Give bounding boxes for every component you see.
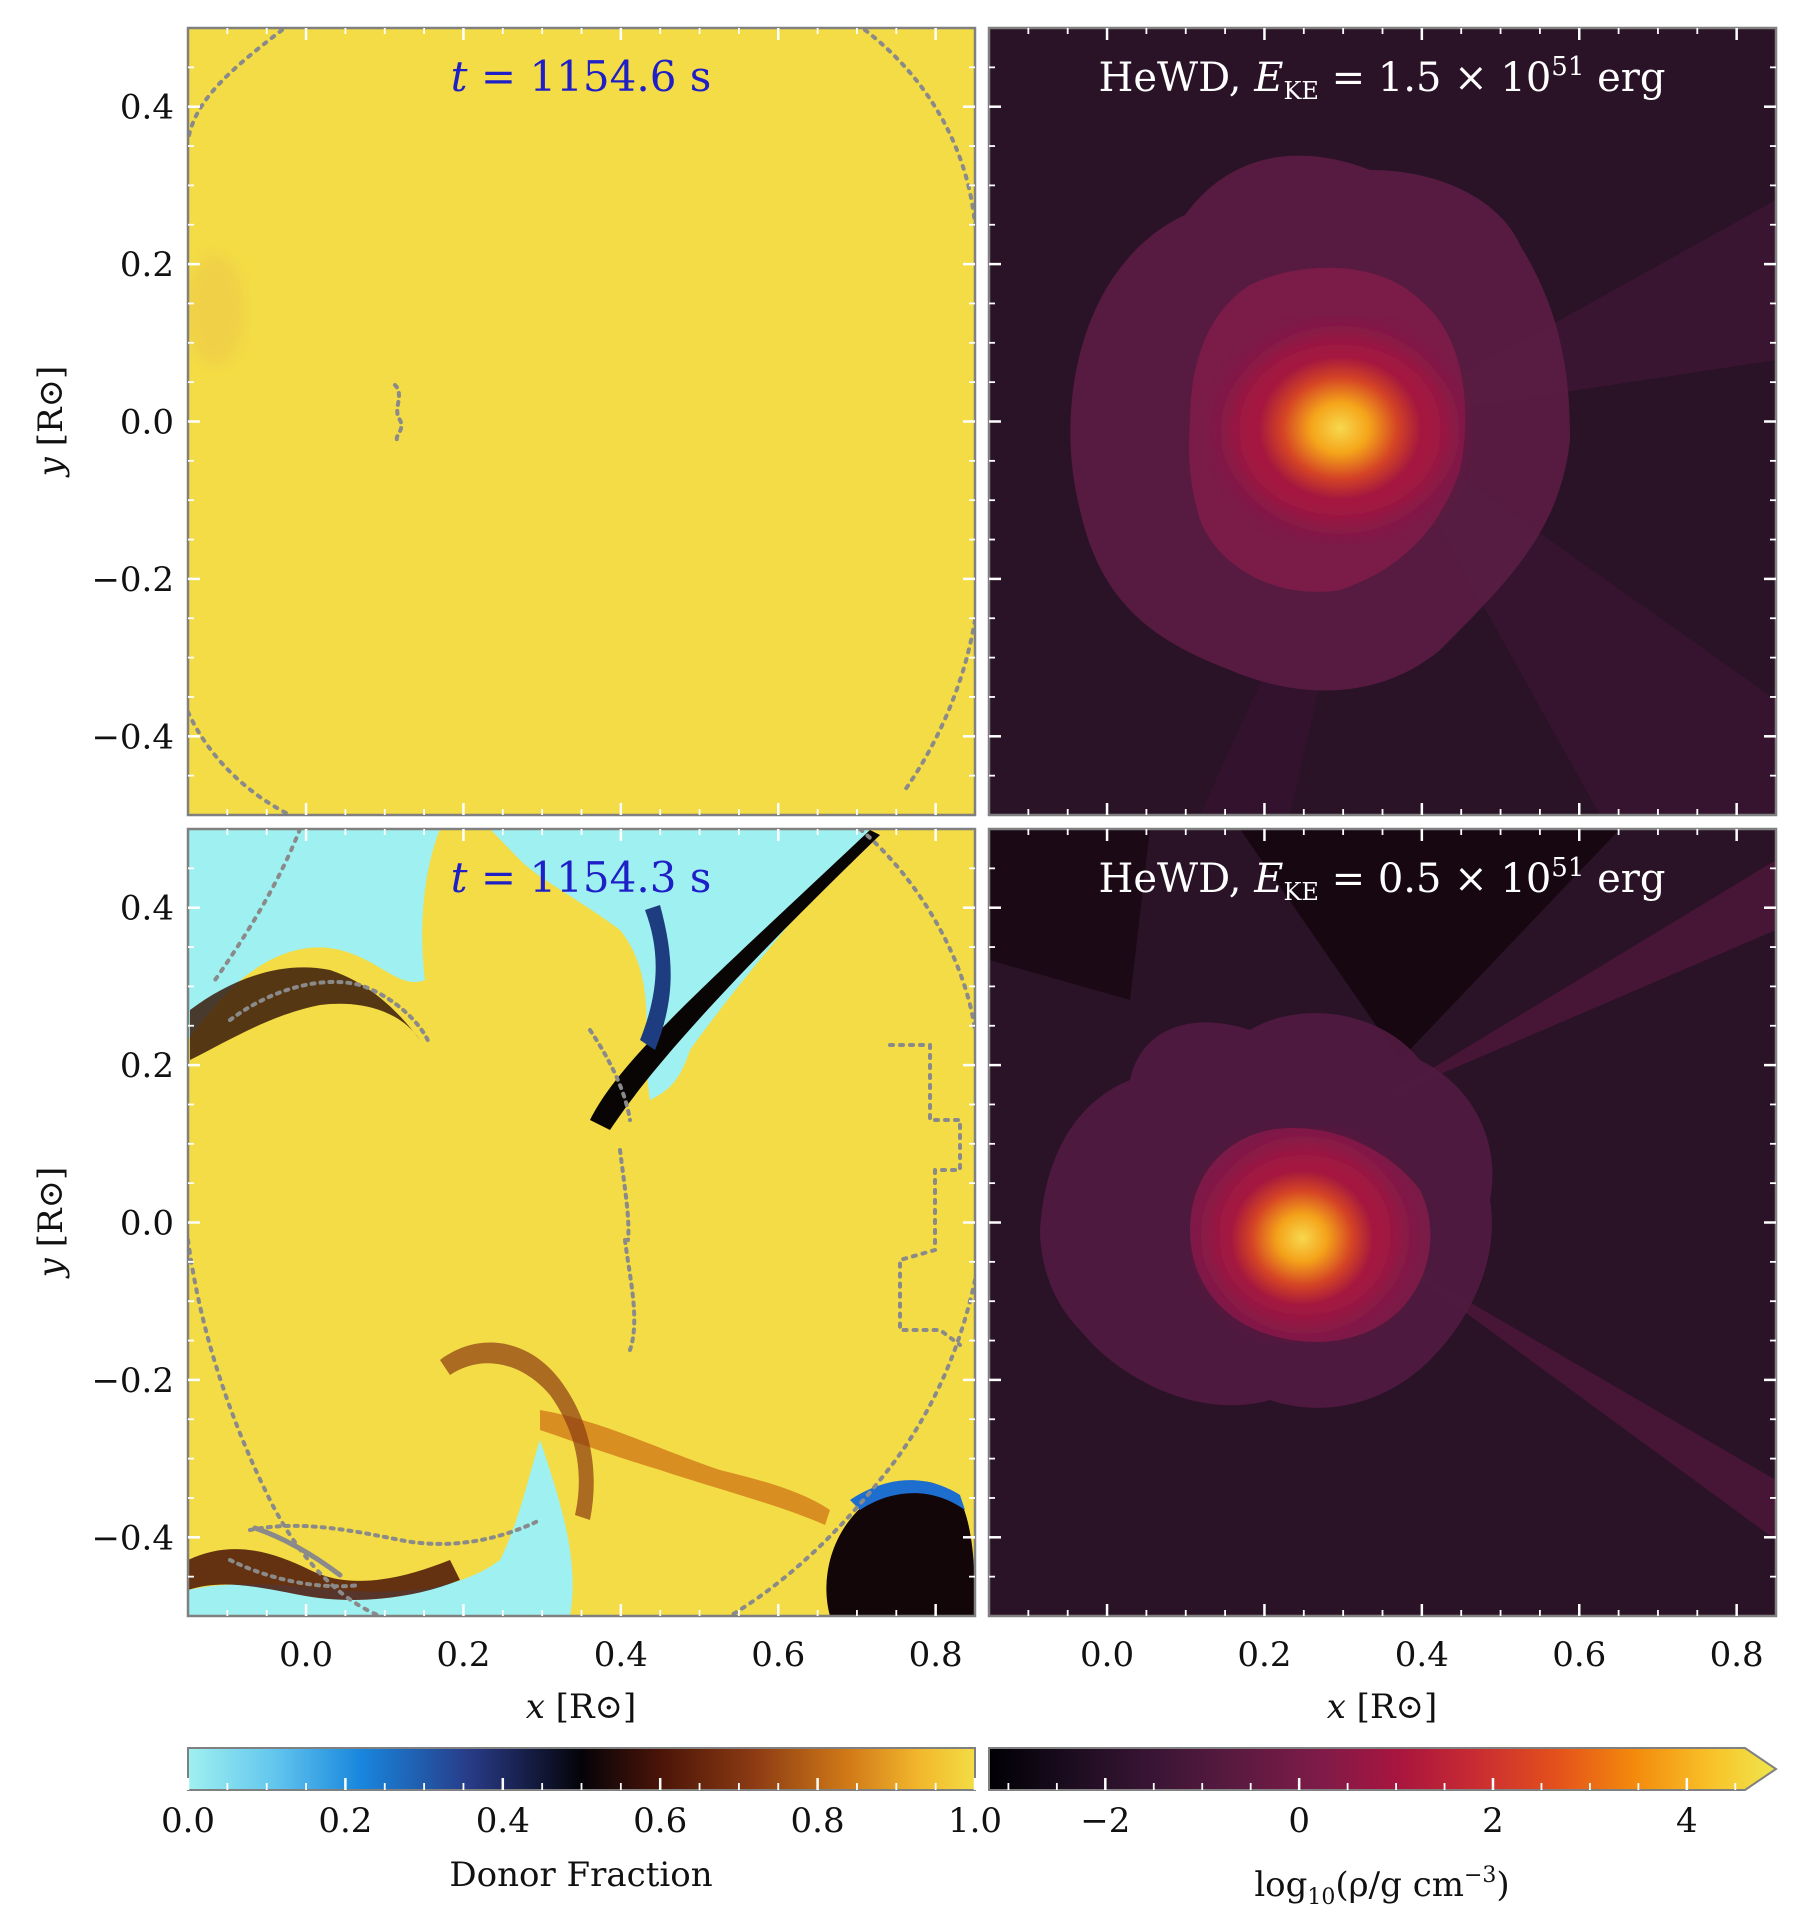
annotation-energy-top: HeWD, EKE = 1.5 × 1051 erg <box>1098 52 1665 105</box>
density-void-bottom-1 <box>1240 829 1620 1060</box>
x-tick-label-bottom-left-0: 0.0 <box>279 1635 333 1675</box>
density-core-bottom <box>1230 1170 1374 1306</box>
x-tick-label-bottom-left-3: 0.6 <box>751 1635 805 1675</box>
colorbar-density-label: log10(ρ/g cm−3) <box>1254 1863 1509 1910</box>
density-void-bottom-2 <box>989 829 1150 1000</box>
y-tick-label-top-left-2: 0.0 <box>120 403 174 443</box>
donor-mix-filament-2 <box>590 830 880 1130</box>
annotation-time-bottom: t = 1154.3 s <box>451 853 712 902</box>
x-tick-label-bottom-right-4: 0.8 <box>1710 1635 1764 1675</box>
donor-field-top-shade <box>188 255 245 365</box>
y-tick-label-top-left-0: −0.4 <box>91 717 174 757</box>
contour-bottom-inner-1 <box>228 980 632 1122</box>
x-tick-label-bottom-right-0: 0.0 <box>1080 1635 1134 1675</box>
x-tick-label-bottom-left-2: 0.4 <box>594 1635 648 1675</box>
panel-bottom-left-donor <box>188 829 975 1616</box>
contour-bottom-outer <box>188 829 975 1616</box>
y-tick-label-bottom-left-1: −0.2 <box>91 1361 174 1401</box>
y-tick-label-bottom-left-3: 0.2 <box>120 1046 174 1086</box>
colorbar-tick-label-0-2: 0.4 <box>476 1801 530 1841</box>
x-tick-label-bottom-right-1: 0.2 <box>1237 1635 1291 1675</box>
colorbar-tick-label-0-5: 1.0 <box>948 1801 1002 1841</box>
colorbar-tick-label-0-0: 0.0 <box>161 1801 215 1841</box>
y-tick-label-bottom-left-2: 0.0 <box>120 1204 174 1244</box>
contour-bottom-star <box>888 1043 962 1347</box>
contour-bottom-inner-3 <box>618 1148 637 1352</box>
contour-top-outer <box>188 28 975 815</box>
density-streak-bottom-1 <box>1380 860 1776 1100</box>
colorbar-tick-label-0-1: 0.2 <box>318 1801 372 1841</box>
colorbar-tick-label-1-3: 4 <box>1676 1801 1698 1841</box>
x-tick-label-bottom-left-1: 0.2 <box>436 1635 490 1675</box>
donor-low-region-upper-right <box>490 829 870 1100</box>
donor-low-region-bottom <box>188 1440 573 1616</box>
density-core-top <box>1258 356 1422 500</box>
y-tick-label-bottom-left-4: 0.4 <box>120 889 174 929</box>
donor-mix-arc-lower-left <box>440 1342 594 1520</box>
y-axis-label-top: y [R⊙] <box>31 366 71 479</box>
donor-field-top <box>188 28 975 815</box>
panel-top-right-density <box>989 28 1776 815</box>
x-tick-label-bottom-left-4: 0.8 <box>909 1635 963 1675</box>
contour-top-inner <box>393 383 404 442</box>
panel-bottom-right-density <box>989 829 1776 1616</box>
colorbar-tick-label-0-4: 0.8 <box>791 1801 845 1841</box>
contour-bottom-solid <box>252 1525 343 1578</box>
x-axis-label-right: x [R⊙] <box>1327 1687 1438 1727</box>
density-streak-bottom-2 <box>1380 1250 1776 1540</box>
donor-mix-region-bottom-left <box>188 1549 460 1600</box>
annotation-time-top: t = 1154.6 s <box>451 52 712 101</box>
y-axis-label-bottom: y [R⊙] <box>31 1167 71 1280</box>
y-tick-label-bottom-left-0: −0.4 <box>91 1518 174 1558</box>
y-tick-label-top-left-1: −0.2 <box>91 560 174 600</box>
y-tick-label-top-left-4: 0.4 <box>120 88 174 128</box>
x-axis-label-left: x [R⊙] <box>526 1687 637 1727</box>
x-tick-label-bottom-right-2: 0.4 <box>1395 1635 1449 1675</box>
colorbar-donor-label: Donor Fraction <box>449 1855 712 1895</box>
colorbar-ticks-layer: 0.0 0.2 0.4 0.6 0.8 1.0 −2 0 2 4 <box>161 1778 1737 1841</box>
colorbar-tick-label-1-0: −2 <box>1080 1801 1130 1841</box>
y-tick-label-top-left-3: 0.2 <box>120 245 174 285</box>
donor-mix-region-bottom-right <box>826 1481 975 1616</box>
contour-bottom-inner-2 <box>228 1518 542 1589</box>
colorbar-tick-label-1-1: 0 <box>1288 1801 1310 1841</box>
x-tick-label-bottom-right-3: 0.6 <box>1552 1635 1606 1675</box>
donor-mix-region-bottom-right-edge <box>850 1480 965 1510</box>
donor-mix-streak-lower <box>540 1410 830 1525</box>
axes-layer: −0.4 −0.2 0.0 0.2 0.4 −0.4 −0.2 0.0 0.2 0.4 0.0 0.2… <box>91 28 1776 1675</box>
donor-mix-filament-1 <box>190 967 420 1060</box>
colorbar-tick-label-0-3: 0.6 <box>633 1801 687 1841</box>
panel-top-left-donor <box>188 28 975 815</box>
annotation-energy-bottom: HeWD, EKE = 0.5 × 1051 erg <box>1098 853 1665 906</box>
colorbar-density <box>988 1747 1778 1791</box>
colorbar-tick-label-1-2: 2 <box>1482 1801 1504 1841</box>
donor-low-region-upper-left <box>188 829 440 1040</box>
donor-mix-filament-3 <box>640 905 671 1050</box>
